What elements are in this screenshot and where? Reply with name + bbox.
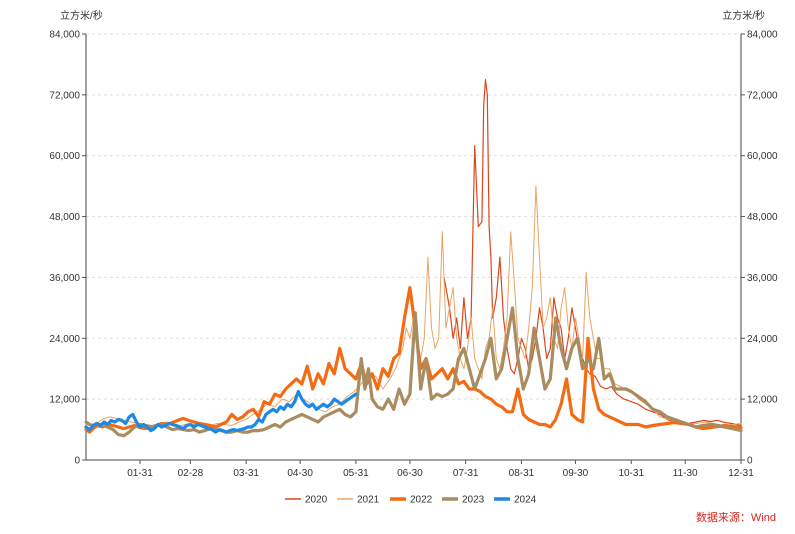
y-tick-label-right: 0 xyxy=(747,456,753,467)
legend-label-2021: 2021 xyxy=(357,495,380,506)
x-tick-label: 12-31 xyxy=(728,468,754,479)
source-note: 数据来源：Wind xyxy=(696,510,776,524)
legend: 2020 2021 2022 2023 2024 xyxy=(285,495,537,506)
y-tick-label-left: 24,000 xyxy=(49,334,80,345)
y-tick-label-left: 12,000 xyxy=(49,395,80,406)
y-tick-label-right: 72,000 xyxy=(747,90,778,101)
right-unit-label: 立方米/秒 xyxy=(722,9,765,22)
legend-label-2020: 2020 xyxy=(305,495,328,506)
x-tick-label: 04-30 xyxy=(287,468,313,479)
y-tick-label-right: 84,000 xyxy=(747,30,778,41)
y-tick-label-left: 60,000 xyxy=(49,151,80,162)
y-tick-label-left: 0 xyxy=(74,456,80,467)
y-tick-label-left: 48,000 xyxy=(49,212,80,223)
series-line-2022 xyxy=(84,286,743,434)
x-tick-label: 08-31 xyxy=(509,468,535,479)
y-tick-label-left: 36,000 xyxy=(49,273,80,284)
x-tick-label: 09-30 xyxy=(563,468,589,479)
y-tick-label-right: 36,000 xyxy=(747,273,778,284)
x-tick-label: 02-28 xyxy=(178,468,204,479)
x-tick-label: 05-31 xyxy=(343,468,369,479)
y-tick-label-left: 72,000 xyxy=(49,90,80,101)
grid-lines xyxy=(86,33,741,400)
x-tick-label: 07-31 xyxy=(453,468,479,479)
x-tick-label: 01-31 xyxy=(127,468,153,479)
series-line-2024 xyxy=(84,389,358,434)
y-tick-label-right: 48,000 xyxy=(747,212,778,223)
axes: 0 0 12,000 12,000 24,000 24,000 36,000 36,000 48… xyxy=(49,30,778,480)
legend-label-2022: 2022 xyxy=(410,495,433,506)
series-lines xyxy=(84,78,743,438)
x-tick-label: 03-31 xyxy=(233,468,259,479)
legend-label-2023: 2023 xyxy=(462,495,485,506)
x-tick-label: 11-30 xyxy=(673,468,698,479)
y-tick-label-right: 12,000 xyxy=(747,395,778,406)
y-tick-label-right: 60,000 xyxy=(747,151,778,162)
series-line-2023 xyxy=(84,306,743,438)
y-tick-label-left: 84,000 xyxy=(49,30,80,41)
y-tick-label-right: 24,000 xyxy=(747,334,778,345)
left-unit-label: 立方米/秒 xyxy=(60,9,103,22)
x-tick-label: 06-30 xyxy=(397,468,423,479)
x-tick-label: 10-31 xyxy=(618,468,644,479)
legend-label-2024: 2024 xyxy=(514,495,537,506)
